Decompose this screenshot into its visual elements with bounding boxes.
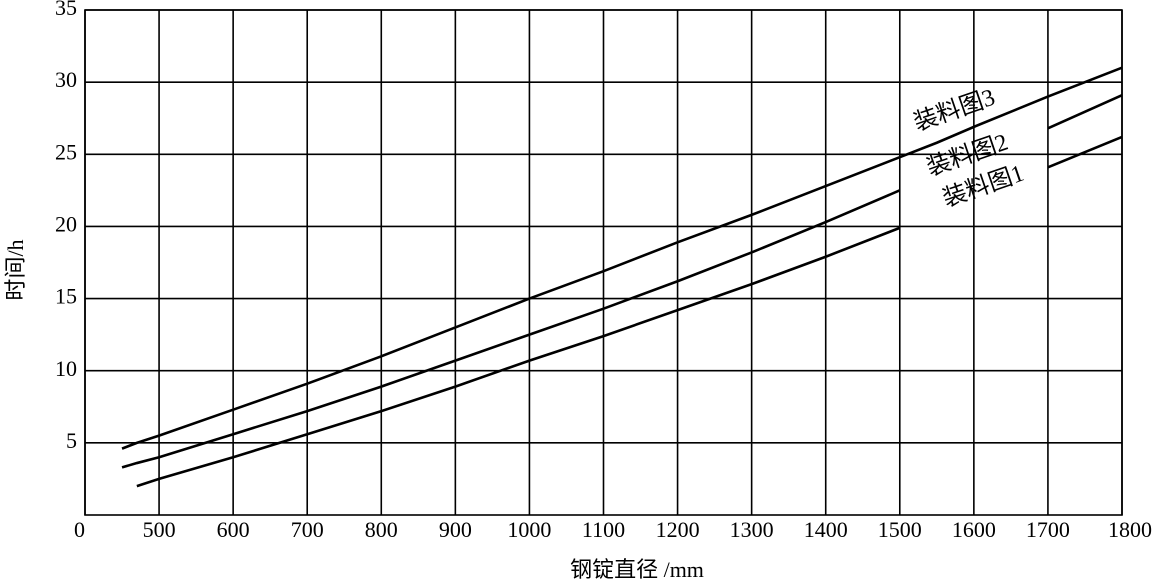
x-tick-label: 700: [291, 517, 324, 542]
x-tick-label: 1200: [656, 517, 700, 542]
x-tick-label: 600: [217, 517, 250, 542]
series-label: 装料图3: [910, 84, 998, 137]
x-tick-label: 1800: [1108, 517, 1152, 542]
x-tick-label: 1300: [730, 517, 774, 542]
x-axis-label: 钢锭直径 /mm: [570, 557, 704, 582]
series-line: [136, 135, 1123, 488]
y-tick-label: 30: [55, 67, 77, 92]
y-tick-label: 15: [55, 284, 77, 309]
series-line: [121, 66, 1123, 450]
x-tick-label: 1400: [804, 517, 848, 542]
x-tick-label: 1500: [878, 517, 922, 542]
x-tick-label: 1600: [952, 517, 996, 542]
x-tick-label: 1100: [582, 517, 625, 542]
y-axis-label: 时间/h: [3, 239, 28, 300]
x-tick-label: 0: [74, 517, 85, 542]
x-tick-label: 900: [439, 517, 472, 542]
x-tick-label: 1000: [507, 517, 551, 542]
y-tick-label: 35: [55, 0, 77, 20]
y-tick-label: 25: [55, 139, 77, 164]
plot-frame: [84, 9, 1123, 516]
y-tick-label: 5: [66, 428, 77, 453]
x-tick-label: 1700: [1026, 517, 1070, 542]
x-tick-label: 500: [143, 517, 176, 542]
y-tick-label: 10: [55, 356, 77, 381]
x-tick-label: 800: [365, 517, 398, 542]
series-line: [121, 93, 1123, 469]
y-tick-label: 20: [55, 211, 77, 236]
